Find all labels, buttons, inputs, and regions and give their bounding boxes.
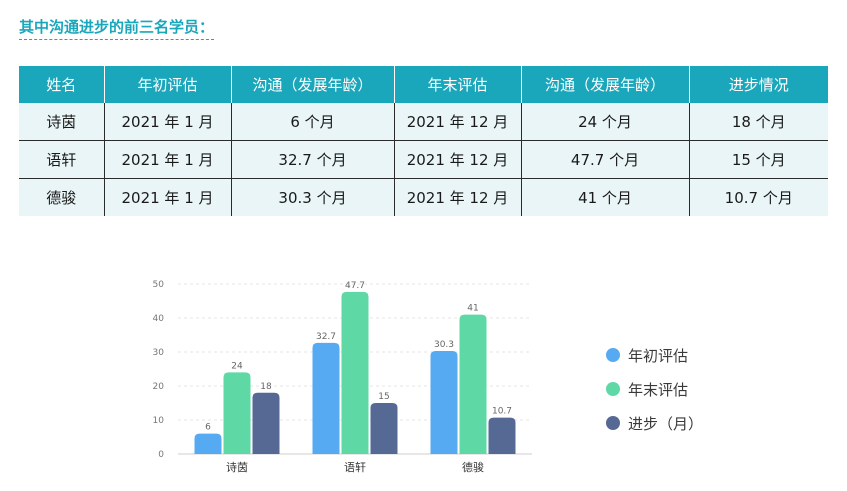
bar [341, 291, 369, 454]
legend-swatch-end [606, 382, 620, 396]
y-tick-label: 30 [153, 348, 165, 358]
bar-value-label: 47.7 [345, 281, 365, 291]
cell-end-eval: 2021 年 12 月 [393, 178, 521, 216]
bar [194, 433, 222, 454]
legend-item-progress: 进步（月） [606, 406, 703, 440]
bar-value-label: 18 [260, 382, 272, 392]
cell-name: 语轩 [19, 140, 104, 179]
legend-label-end: 年末评估 [628, 380, 689, 399]
header-start-age: 沟通（发展年龄） [230, 66, 394, 103]
x-tick-label: 语轩 [344, 460, 366, 474]
cell-start-eval: 2021 年 1 月 [103, 140, 231, 179]
bar-value-label: 10.7 [492, 407, 512, 417]
y-tick-label: 10 [153, 416, 165, 426]
cell-progress: 15 个月 [688, 140, 828, 179]
table-row: 德骏 2021 年 1 月 30.3 个月 2021 年 12 月 41 个月 … [19, 178, 828, 216]
y-tick-label: 0 [158, 450, 164, 460]
x-tick-label: 诗茵 [226, 460, 248, 474]
y-tick-label: 40 [153, 314, 165, 324]
cell-progress: 10.7 个月 [688, 178, 828, 216]
cell-end-age: 41 个月 [520, 178, 689, 216]
bar [370, 403, 398, 454]
progress-table: 姓名 年初评估 沟通（发展年龄） 年末评估 沟通（发展年龄） 进步情况 诗茵 2… [19, 66, 828, 216]
section-heading: 其中沟通进步的前三名学员： [19, 16, 215, 40]
header-end-age: 沟通（发展年龄） [520, 66, 689, 103]
header-progress: 进步情况 [688, 66, 828, 103]
bar-value-label: 32.7 [316, 332, 336, 342]
legend-label-start: 年初评估 [628, 346, 689, 365]
cell-name: 诗茵 [19, 103, 104, 141]
cell-start-eval: 2021 年 1 月 [103, 103, 231, 141]
cell-start-eval: 2021 年 1 月 [103, 178, 231, 216]
bar-value-label: 41 [467, 304, 478, 314]
cell-end-eval: 2021 年 12 月 [393, 103, 521, 141]
bar-value-label: 15 [378, 392, 389, 402]
bar [252, 392, 280, 454]
bar-value-label: 30.3 [434, 340, 454, 350]
legend-swatch-start [606, 348, 620, 362]
cell-end-age: 24 个月 [520, 103, 689, 141]
cell-name: 德骏 [19, 178, 104, 216]
bar [459, 314, 487, 454]
header-end-eval: 年末评估 [393, 66, 521, 103]
progress-bar-chart: 0 10 20 30 40 50 6 24 18 诗茵 32.7 47.7 15 语轩 30.3 41 10.7… [153, 280, 532, 474]
table-row: 诗茵 2021 年 1 月 6 个月 2021 年 12 月 24 个月 18 … [19, 103, 828, 141]
cell-progress: 18 个月 [688, 103, 828, 141]
cell-start-age: 30.3 个月 [230, 178, 394, 216]
legend-label-progress: 进步（月） [628, 414, 704, 433]
table-row: 语轩 2021 年 1 月 32.7 个月 2021 年 12 月 47.7 个… [19, 140, 828, 179]
bar-value-label: 24 [231, 361, 243, 371]
cell-end-age: 47.7 个月 [520, 140, 689, 179]
legend-item-end: 年末评估 [606, 372, 703, 406]
bar [312, 342, 340, 454]
bar [430, 350, 458, 454]
bar-value-label: 6 [205, 423, 211, 433]
chart-legend: 年初评估 年末评估 进步（月） [606, 338, 703, 440]
header-name: 姓名 [19, 66, 104, 103]
header-start-eval: 年初评估 [103, 66, 231, 103]
legend-swatch-progress [606, 416, 620, 430]
bar [488, 417, 516, 454]
y-tick-label: 20 [153, 382, 165, 392]
x-tick-label: 德骏 [462, 460, 484, 474]
bar [223, 372, 251, 454]
cell-start-age: 32.7 个月 [230, 140, 394, 179]
cell-end-eval: 2021 年 12 月 [393, 140, 521, 179]
cell-start-age: 6 个月 [230, 103, 394, 141]
table-header-row: 姓名 年初评估 沟通（发展年龄） 年末评估 沟通（发展年龄） 进步情况 [19, 66, 828, 103]
y-tick-label: 50 [153, 280, 165, 290]
legend-item-start: 年初评估 [606, 338, 703, 372]
